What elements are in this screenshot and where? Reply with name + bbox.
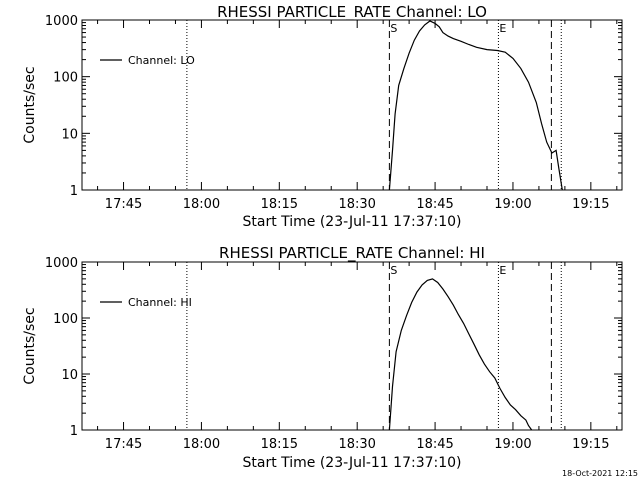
- y-tick-label: 1: [70, 184, 78, 199]
- marker-e: E: [499, 264, 506, 277]
- series-line-channel-lo: [388, 20, 563, 191]
- x-axis-label: Start Time (23-Jul-11 17:37:10): [242, 455, 461, 471]
- x-tick-label: 18:00: [183, 197, 220, 212]
- x-tick-label: 19:00: [494, 197, 531, 212]
- y-axis-label: Counts/sec: [22, 66, 38, 143]
- y-tick-label: 1: [70, 424, 78, 439]
- x-tick-label: 18:15: [261, 197, 298, 212]
- x-tick-label: 18:15: [261, 437, 298, 452]
- x-tick-label: 19:15: [572, 437, 609, 452]
- y-axis-label: Counts/sec: [22, 307, 38, 384]
- y-tick-label: 1000: [45, 256, 78, 271]
- x-tick-label: 18:00: [183, 437, 220, 452]
- y-tick-label: 10: [61, 127, 78, 142]
- chart-title: RHESSI PARTICLE_RATE Channel: LO: [217, 3, 487, 22]
- legend-label: Channel: LO: [128, 54, 195, 67]
- x-tick-label: 19:00: [494, 437, 531, 452]
- y-tick-label: 100: [53, 312, 78, 327]
- panel-lo: RHESSI PARTICLE_RATE Channel: LO 17:45 18:…: [22, 3, 623, 230]
- marker-s: S: [390, 22, 397, 35]
- panel-hi: RHESSI PARTICLE_RATE Channel: HI 17:45 18:…: [22, 244, 623, 471]
- marker-e: E: [499, 22, 506, 35]
- x-tick-label: 19:15: [572, 197, 609, 212]
- y-tick-label: 100: [53, 71, 78, 86]
- series-line-channel-hi: [388, 278, 533, 431]
- timestamp-label: 18-Oct-2021 12:15: [562, 469, 638, 478]
- legend-label: Channel: HI: [128, 296, 192, 309]
- x-tick-label: 18:30: [338, 437, 375, 452]
- x-tick-label: 18:45: [416, 197, 453, 212]
- x-axis-label: Start Time (23-Jul-11 17:37:10): [242, 214, 461, 230]
- plot-frame: [81, 19, 623, 191]
- y-tick-label: 1000: [45, 14, 78, 29]
- x-tick-label: 18:30: [338, 197, 375, 212]
- x-tick-label: 17:45: [105, 197, 142, 212]
- x-tick-label: 17:45: [105, 437, 142, 452]
- x-tick-label: 18:45: [416, 437, 453, 452]
- plot-frame: [81, 261, 623, 431]
- y-tick-label: 10: [61, 368, 78, 383]
- chart-title: RHESSI PARTICLE_RATE Channel: HI: [219, 244, 485, 263]
- marker-s: S: [390, 264, 397, 277]
